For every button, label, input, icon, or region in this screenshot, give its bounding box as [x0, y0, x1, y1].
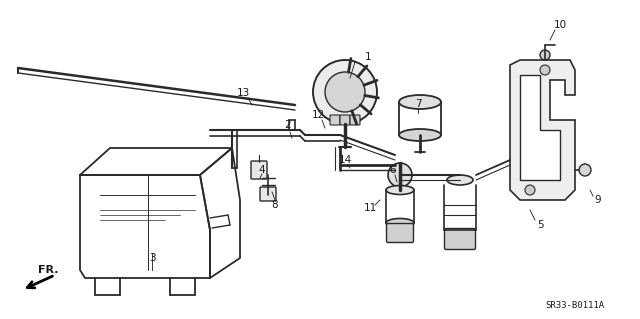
Text: 13: 13: [236, 88, 250, 98]
Text: 12: 12: [312, 110, 324, 120]
Text: 4: 4: [259, 165, 266, 175]
Text: FR.: FR.: [38, 265, 58, 275]
Circle shape: [579, 164, 591, 176]
Circle shape: [540, 65, 550, 75]
FancyBboxPatch shape: [330, 115, 340, 125]
FancyBboxPatch shape: [387, 224, 413, 242]
Text: 11: 11: [364, 203, 376, 213]
Circle shape: [525, 185, 535, 195]
Ellipse shape: [386, 219, 414, 227]
FancyBboxPatch shape: [260, 187, 276, 201]
Text: 9: 9: [595, 195, 602, 205]
FancyBboxPatch shape: [350, 115, 360, 125]
Ellipse shape: [399, 129, 441, 141]
Text: SR33-B0111A: SR33-B0111A: [545, 300, 605, 309]
Ellipse shape: [447, 175, 473, 185]
Text: 10: 10: [554, 20, 566, 30]
Text: 14: 14: [339, 155, 351, 165]
Polygon shape: [510, 60, 575, 200]
Circle shape: [325, 72, 365, 112]
Ellipse shape: [386, 186, 414, 195]
Text: 1: 1: [365, 52, 371, 62]
Text: 5: 5: [537, 220, 543, 230]
Text: 7: 7: [415, 99, 421, 109]
Ellipse shape: [399, 95, 441, 109]
Polygon shape: [520, 75, 560, 180]
FancyBboxPatch shape: [251, 161, 267, 179]
Text: 2: 2: [285, 120, 291, 130]
Circle shape: [388, 163, 412, 187]
FancyBboxPatch shape: [340, 115, 350, 125]
FancyBboxPatch shape: [445, 228, 476, 249]
Text: 3: 3: [148, 253, 156, 263]
Circle shape: [540, 50, 550, 60]
Text: 6: 6: [390, 165, 396, 175]
Text: 8: 8: [272, 200, 278, 210]
Circle shape: [313, 60, 377, 124]
